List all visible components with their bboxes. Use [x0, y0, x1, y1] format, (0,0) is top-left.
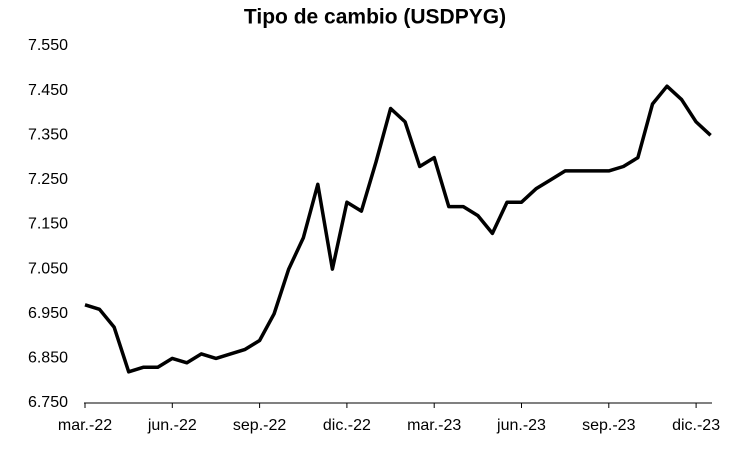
y-tick-label: 7.050 [28, 260, 68, 277]
y-tick-label: 7.350 [28, 126, 68, 143]
x-tick-label: sep.-22 [233, 417, 286, 434]
x-tick-label: jun.-22 [147, 417, 197, 434]
x-tick-label: mar.-22 [58, 417, 112, 434]
line-series [84, 84, 712, 374]
x-tick-label: dic.-22 [323, 417, 371, 434]
x-tick-label: sep.-23 [582, 417, 635, 434]
x-tick-label: dic.-23 [672, 417, 720, 434]
y-tick-label: 6.950 [28, 305, 68, 322]
x-tick-label: jun.-23 [496, 417, 546, 434]
y-tick-label: 7.550 [28, 37, 68, 54]
y-tick-label: 6.750 [28, 394, 68, 411]
x-tick-label: mar.-23 [407, 417, 461, 434]
y-tick-label: 7.150 [28, 216, 68, 233]
y-tick-label: 6.850 [28, 350, 68, 367]
y-tick-label: 7.250 [28, 171, 68, 188]
y-tick-label: 7.450 [28, 82, 68, 99]
chart-title: Tipo de cambio (USDPYG) [244, 6, 506, 29]
